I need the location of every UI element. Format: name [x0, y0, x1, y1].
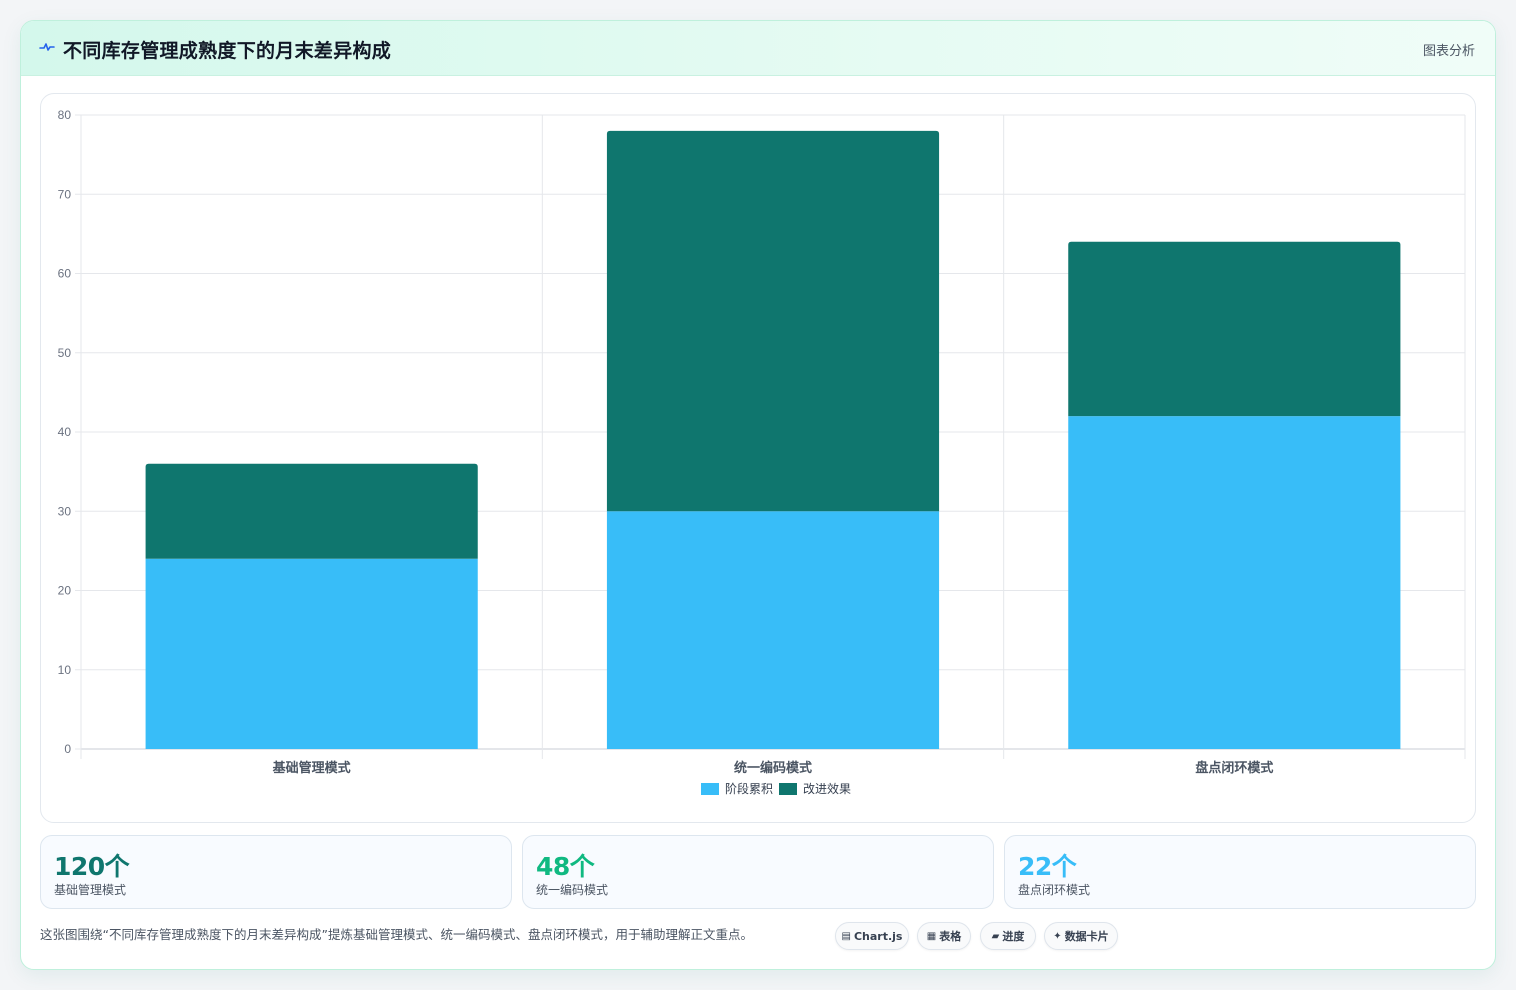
stat-cards: 120个 基础管理模式 48个 统一编码模式 22个 盘点闭环模式	[40, 835, 1477, 909]
pill-table[interactable]: ▦ 表格	[917, 922, 971, 950]
y-tick-label: 20	[58, 584, 72, 598]
stat-value: 22个	[1018, 852, 1077, 881]
legend-label: 改进效果	[803, 781, 851, 796]
y-tick-label: 30	[58, 504, 72, 518]
pill-label: 进度	[1002, 930, 1025, 943]
stat-label: 统一编码模式	[536, 883, 609, 897]
legend-swatch	[701, 783, 719, 795]
x-tick-label: 盘点闭环模式	[1195, 760, 1273, 775]
bar-segment	[606, 130, 940, 512]
sparkle-icon: ✦	[1053, 930, 1062, 942]
stat-card-basic: 120个 基础管理模式	[40, 835, 512, 909]
stat-card-closed-loop: 22个 盘点闭环模式	[1004, 835, 1476, 909]
bar-segment	[606, 511, 940, 749]
pill-chartjs[interactable]: ▤ Chart.js	[835, 922, 909, 950]
y-tick-label: 60	[58, 267, 72, 281]
pill-label: 数据卡片	[1064, 930, 1109, 943]
y-tick-label: 40	[58, 425, 72, 439]
stat-label: 基础管理模式	[54, 883, 127, 897]
pill-progress[interactable]: ▰ 进度	[980, 922, 1036, 950]
stat-label: 盘点闭环模式	[1018, 883, 1091, 897]
bar-segment	[1068, 241, 1401, 417]
y-tick-label: 0	[64, 742, 71, 756]
chart-card: 不同库存管理成熟度下的月末差异构成 图表分析 0 10 20 30 40 50 60 70 80…	[20, 20, 1496, 970]
chart-icon: ▤	[841, 930, 851, 942]
pill-data-card[interactable]: ✦ 数据卡片	[1044, 922, 1118, 950]
card-header: 不同库存管理成熟度下的月末差异构成 图表分析	[21, 21, 1495, 76]
bar-segment	[145, 558, 478, 749]
pulse-icon	[39, 43, 55, 51]
page-title: 不同库存管理成熟度下的月末差异构成	[63, 40, 392, 62]
progress-icon: ▰	[991, 930, 1000, 942]
stat-card-unified: 48个 统一编码模式	[522, 835, 994, 909]
stat-value: 48个	[536, 852, 595, 881]
chart-panel: 0 10 20 30 40 50 60 70 80 基础管理模式 统一编码模式 盘点闭环模式阶段累积 改…	[40, 93, 1476, 823]
y-tick-label: 50	[58, 346, 72, 360]
stat-value: 120个	[54, 852, 130, 881]
legend-swatch	[779, 783, 797, 795]
bar-segment	[1068, 416, 1401, 749]
header-tag[interactable]: 图表分析	[1422, 44, 1475, 59]
x-tick-label: 统一编码模式	[734, 760, 812, 775]
x-tick-label: 基础管理模式	[272, 760, 351, 775]
table-icon: ▦	[926, 930, 937, 942]
legend-label: 阶段累积	[725, 781, 773, 796]
y-tick-label: 70	[58, 187, 72, 201]
pill-label: 表格	[939, 930, 962, 943]
y-tick-label: 80	[58, 108, 72, 122]
pill-label: Chart.js	[853, 929, 903, 943]
footer-description: 这张图围绕“不同库存管理成熟度下的月末差异构成”提炼基础管理模式、统一编码模式、…	[40, 927, 753, 942]
y-tick-label: 10	[58, 663, 72, 677]
bar-segment	[145, 463, 478, 559]
